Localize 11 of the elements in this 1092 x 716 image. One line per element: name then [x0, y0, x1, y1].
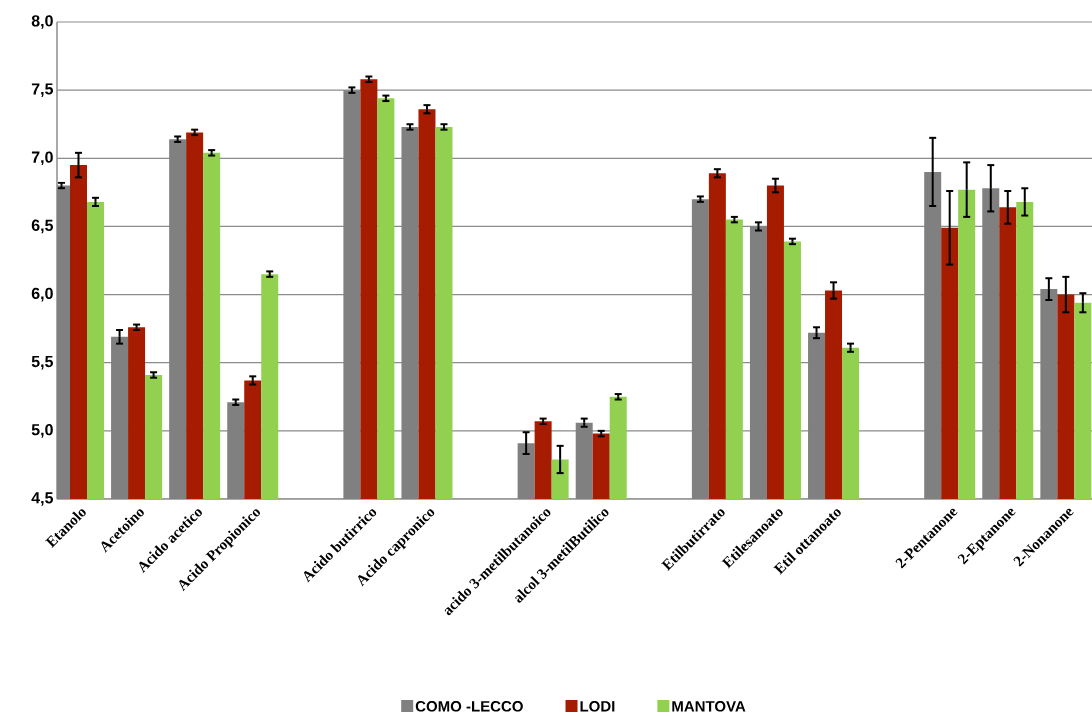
y-tick-label: 7,5	[31, 83, 54, 97]
y-tick-label: 7,0	[31, 151, 53, 166]
legend-label: LODI	[580, 700, 615, 712]
y-tick-label: 8,0	[31, 15, 53, 29]
y-tick-label: 6,0	[31, 287, 53, 302]
legend-label: COMO -LECCO	[415, 700, 523, 712]
legend-label: MANTOVA	[672, 700, 746, 712]
y-tick-label: 5,5	[31, 355, 54, 370]
y-tick-label: 4,5	[31, 492, 54, 506]
y-tick-label: 5,0	[31, 424, 53, 438]
y-tick-label: 6,5	[31, 219, 54, 234]
